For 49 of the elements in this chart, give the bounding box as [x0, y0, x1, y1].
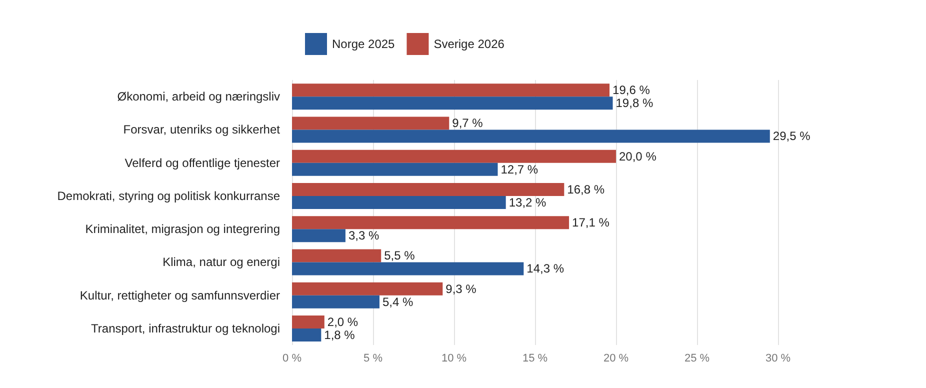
data-label: 3,3 %	[348, 228, 380, 243]
data-label: 2,0 %	[327, 314, 358, 329]
data-label: 20,0 %	[619, 149, 657, 164]
bar	[292, 282, 443, 296]
legend-label: Sverige 2026	[434, 37, 505, 51]
bar	[292, 196, 506, 209]
data-label: 5,5 %	[384, 248, 416, 263]
data-label: 9,3 %	[446, 282, 477, 296]
data-label: 13,2 %	[508, 195, 547, 210]
bar	[292, 315, 324, 328]
data-label: 19,6 %	[612, 83, 650, 98]
x-tick-label: 10 %	[441, 352, 467, 364]
data-label: 16,8 %	[567, 182, 605, 196]
bar	[292, 130, 770, 143]
bar	[292, 328, 322, 342]
y-tick-label: Forsvar, utenriks og sikkerhet	[123, 122, 281, 137]
data-label: 12,7 %	[500, 162, 538, 176]
bar	[292, 182, 564, 196]
y-tick-label: Klima, natur og energi	[162, 255, 280, 270]
bar	[292, 150, 616, 163]
y-tick-label: Transport, infrastruktur og teknologi	[91, 321, 280, 336]
data-label: 29,5 %	[772, 129, 811, 144]
bar	[292, 84, 610, 97]
data-label: 9,7 %	[452, 116, 484, 130]
bar	[292, 249, 382, 262]
y-tick-label: Demokrati, styring og politisk konkurranse	[57, 188, 280, 203]
data-label: 19,8 %	[616, 96, 654, 110]
bar	[292, 216, 570, 230]
bar	[292, 162, 498, 176]
x-tick-label: 0 %	[282, 352, 302, 364]
data-label: 5,4 %	[382, 294, 414, 309]
x-tick-label: 30 %	[765, 352, 791, 364]
x-tick-label: 5 %	[364, 352, 383, 364]
x-tick-label: 25 %	[684, 352, 710, 364]
bar	[292, 295, 380, 308]
data-label: 14,3 %	[526, 262, 564, 276]
data-label: 17,1 %	[572, 216, 610, 230]
data-label: 1,8 %	[324, 328, 356, 342]
y-tick-label: Kriminalitet, migrasjon og integrering	[85, 222, 280, 236]
y-tick-label: Kultur, rettigheter og samfunnsverdier	[80, 288, 280, 302]
bar	[292, 116, 450, 130]
y-tick-label: Økonomi, arbeid og næringsliv	[117, 90, 280, 104]
x-tick-label: 15 %	[522, 352, 548, 364]
bar	[292, 96, 613, 110]
x-tick-label: 20 %	[603, 352, 629, 364]
bar	[292, 229, 346, 242]
y-tick-label: Velferd og offentlige tjenester	[124, 156, 280, 170]
legend-label: Norge 2025	[332, 37, 396, 51]
bar	[292, 262, 524, 276]
